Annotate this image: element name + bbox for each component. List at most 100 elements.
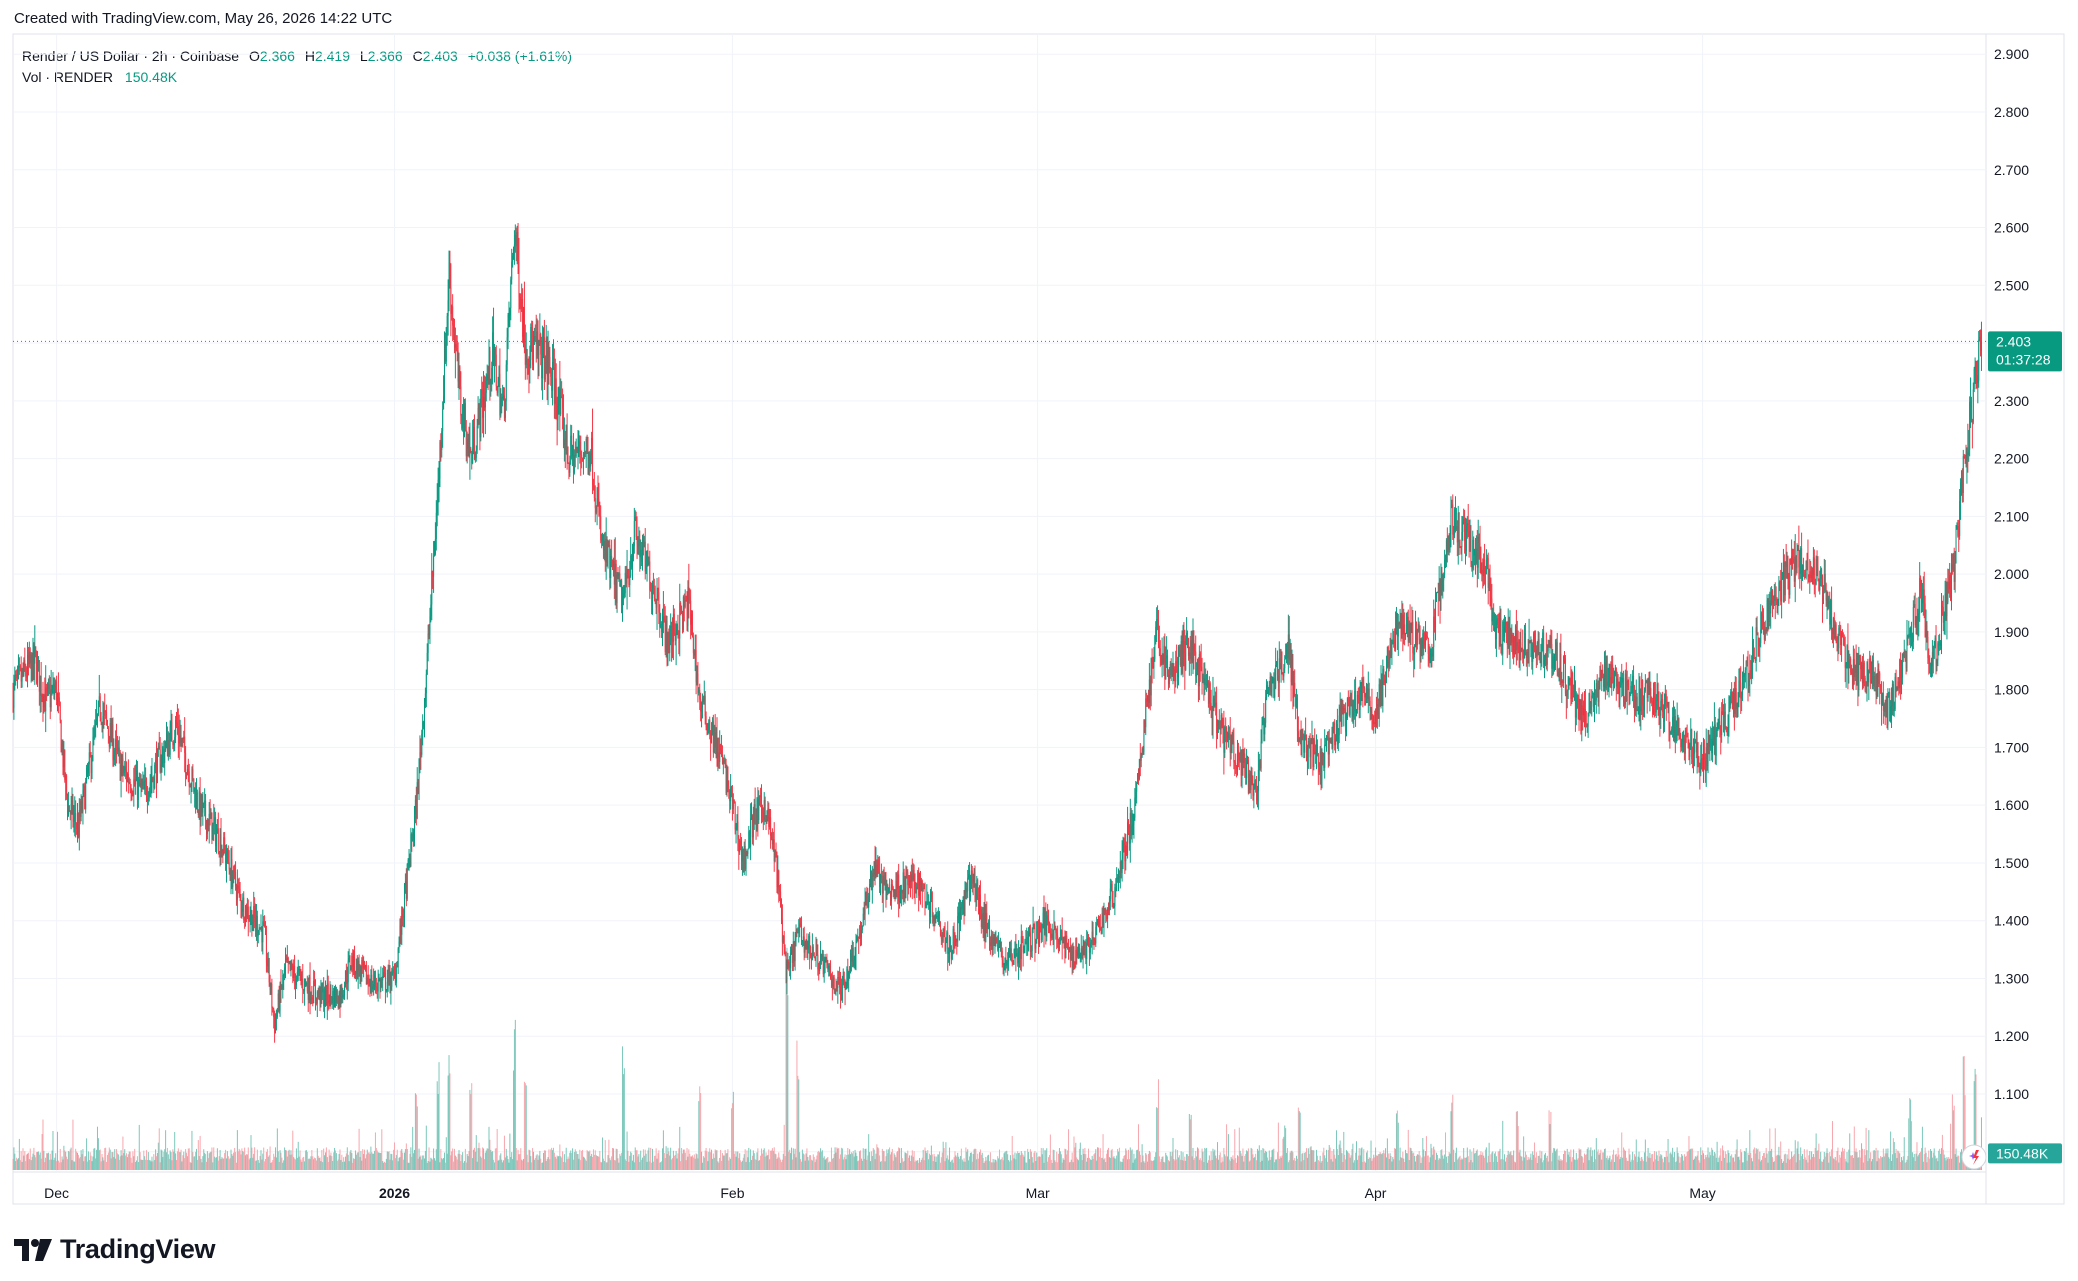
volume-bar xyxy=(430,1157,432,1170)
candle-body xyxy=(295,979,297,986)
volume-bar xyxy=(1445,1156,1447,1170)
volume-bar xyxy=(584,1159,586,1170)
volume-bar xyxy=(1492,1151,1494,1170)
volume-bar xyxy=(1182,1152,1184,1170)
candle xyxy=(717,737,719,772)
volume-bar xyxy=(227,1156,229,1170)
candle xyxy=(581,450,583,469)
volume-bar xyxy=(546,1159,548,1170)
volume-bar xyxy=(24,1151,26,1170)
volume-bar xyxy=(1385,1148,1387,1170)
candle xyxy=(531,320,533,352)
candle-body xyxy=(222,850,224,855)
legend-volume-label[interactable]: Vol · RENDER xyxy=(22,69,114,85)
volume-bar xyxy=(1167,1156,1169,1170)
candle-body xyxy=(390,986,392,990)
volume-bar xyxy=(1170,1156,1172,1170)
candle xyxy=(327,975,329,1011)
volume-bar xyxy=(1564,1150,1566,1170)
candle xyxy=(725,758,727,795)
candle-body xyxy=(484,392,486,408)
volume-bar xyxy=(1563,1153,1565,1170)
candle xyxy=(116,735,118,755)
candle xyxy=(145,767,147,796)
volume-bar xyxy=(1949,1158,1951,1170)
candle-body xyxy=(761,808,763,812)
candle xyxy=(594,485,596,523)
candle-body xyxy=(119,751,121,781)
volume-bar xyxy=(55,1153,57,1170)
volume-bar xyxy=(519,1154,521,1170)
volume-bar xyxy=(48,1159,50,1170)
volume-bar xyxy=(864,1148,866,1170)
candle-body xyxy=(720,744,722,750)
volume-bar xyxy=(1388,1158,1390,1170)
candle xyxy=(333,987,335,1010)
candle-body xyxy=(178,735,180,744)
volume-bar xyxy=(413,1153,415,1170)
volume-bar xyxy=(697,1158,699,1170)
candle-body xyxy=(533,336,535,341)
candle xyxy=(244,916,246,929)
volume-bar xyxy=(1185,1160,1187,1170)
candle-body xyxy=(698,690,700,694)
volume-bar xyxy=(60,1162,62,1170)
legend-symbol[interactable]: Render / US Dollar · 2h · Coinbase xyxy=(22,48,240,64)
candle-body xyxy=(81,801,83,812)
candle xyxy=(409,853,411,868)
candle xyxy=(17,665,19,689)
candle xyxy=(716,717,718,767)
volume-bar xyxy=(1067,1150,1069,1170)
candle-body xyxy=(38,660,40,692)
volume-bar xyxy=(1010,1160,1012,1170)
candle-body xyxy=(332,990,334,1003)
candle-body xyxy=(87,764,89,774)
candle xyxy=(769,808,771,830)
volume-bar xyxy=(1095,1149,1097,1170)
volume-bar xyxy=(1720,1148,1722,1170)
candle xyxy=(168,732,170,757)
volume-bar xyxy=(1112,1157,1114,1170)
candle-body xyxy=(475,450,477,458)
volume-bar xyxy=(370,1146,372,1170)
volume-bar xyxy=(719,1157,721,1170)
volume-bar xyxy=(120,1150,122,1170)
candle-body xyxy=(726,766,728,794)
volume-bar xyxy=(793,1153,795,1170)
volume-bar xyxy=(1803,1149,1805,1170)
candle xyxy=(676,623,678,636)
volume-bar xyxy=(1699,1162,1701,1170)
candle-body xyxy=(82,790,84,812)
candle-body xyxy=(63,750,65,768)
volume-bar xyxy=(531,1162,533,1170)
volume-bar xyxy=(1350,1155,1352,1170)
candle-body xyxy=(175,719,177,738)
candle-body xyxy=(493,348,495,361)
candle xyxy=(309,962,311,1015)
volume-bar xyxy=(1181,1160,1183,1170)
volume-bar xyxy=(156,1153,158,1170)
volume-bar xyxy=(1765,1147,1767,1170)
candle-body xyxy=(22,669,24,675)
volume-bar xyxy=(1057,1162,1059,1170)
candle xyxy=(152,776,154,783)
candle-body xyxy=(109,723,111,747)
volume-bar xyxy=(1434,1149,1436,1170)
candle-body xyxy=(742,849,744,873)
volume-bar xyxy=(1842,1151,1844,1170)
candle xyxy=(799,917,801,938)
volume-bar xyxy=(1932,1152,1934,1170)
volume-bar xyxy=(626,1131,628,1170)
volume-bar xyxy=(678,1148,680,1170)
volume-bar xyxy=(1128,1159,1130,1170)
volume-bar xyxy=(359,1157,361,1170)
candle xyxy=(759,795,761,806)
candle-body xyxy=(632,546,634,558)
candle xyxy=(630,537,632,578)
volume-bar xyxy=(1649,1152,1651,1170)
candle-body xyxy=(266,962,268,967)
candle xyxy=(711,722,713,744)
volume-bar xyxy=(1397,1122,1399,1170)
volume-bar xyxy=(1919,1153,1921,1170)
